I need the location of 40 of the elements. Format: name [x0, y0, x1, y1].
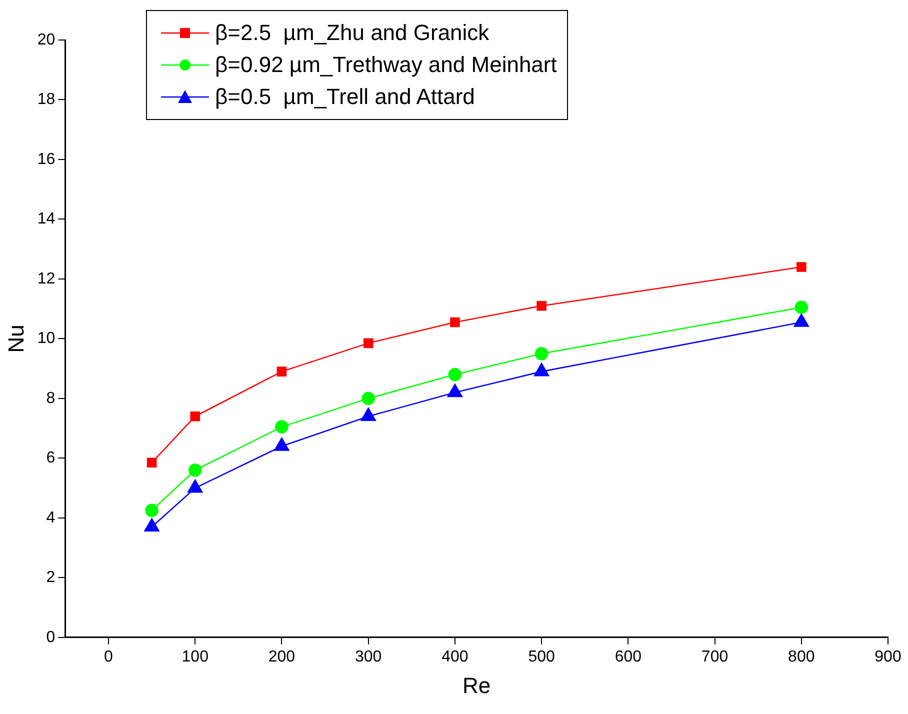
- y-tick-label: 2: [46, 569, 56, 586]
- x-tick-label: 400: [442, 648, 468, 666]
- x-tick-label: 500: [528, 648, 555, 666]
- point: [450, 317, 460, 328]
- point: [796, 262, 806, 272]
- point: [146, 458, 157, 468]
- x-tick-label: 900: [874, 648, 902, 666]
- y-tick-label: 12: [37, 270, 56, 288]
- point: [188, 463, 202, 477]
- y-tick-label: 14: [37, 210, 56, 228]
- point: [448, 368, 462, 382]
- legend-label: β=2.5 µm_Zhu and Granick: [215, 19, 490, 47]
- point: [794, 300, 808, 314]
- point: [363, 338, 374, 348]
- point: [276, 366, 287, 376]
- x-tick-label: 600: [614, 648, 642, 666]
- y-tick-label: 0: [46, 628, 56, 646]
- y-tick-label: 4: [46, 509, 56, 526]
- point: [190, 411, 200, 422]
- y-tick-label: 20: [37, 31, 56, 48]
- y-tick-label: 18: [37, 91, 56, 108]
- legend-label: β=0.92 µm_Trethway and Meinhart: [215, 51, 557, 79]
- y-tick-label: 16: [37, 150, 56, 168]
- x-tick-label: 700: [701, 648, 728, 666]
- x-tick-label: 300: [354, 648, 382, 666]
- x-tick-label: 100: [182, 648, 209, 666]
- y-axis-title: Nu: [3, 324, 28, 353]
- y-tick-label: 6: [46, 450, 56, 467]
- point: [145, 504, 158, 518]
- y-tick-label: 10: [37, 330, 56, 348]
- x-tick-label: 800: [788, 648, 815, 666]
- point: [275, 420, 288, 434]
- legend-label: β=0.5 µm_Trell and Attard: [215, 83, 475, 111]
- x-tick-label: 200: [268, 648, 296, 666]
- point: [534, 346, 548, 360]
- x-tick-label: 0: [104, 648, 114, 666]
- x-axis-title: Re: [462, 672, 491, 698]
- point: [362, 392, 375, 406]
- point: [536, 300, 546, 311]
- y-tick-label: 8: [46, 390, 56, 407]
